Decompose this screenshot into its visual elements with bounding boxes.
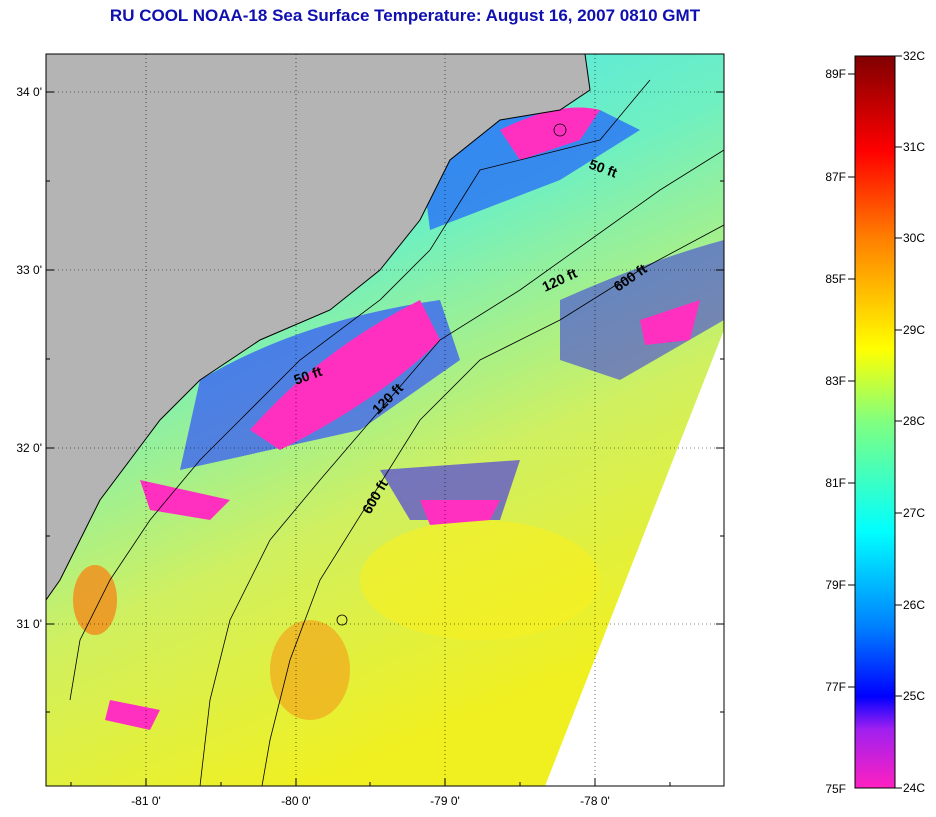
contour-120ft bbox=[199, 149, 724, 786]
colorbar-c-29: 29C bbox=[903, 323, 925, 337]
warm-patch bbox=[73, 565, 117, 635]
colorbar-f-85: 85F bbox=[825, 272, 846, 286]
colorbar-ticks bbox=[848, 55, 902, 789]
warm-patch bbox=[360, 520, 600, 640]
colorbar-c-24: 24C bbox=[903, 781, 925, 795]
colorbar-f-89: 89F bbox=[825, 67, 846, 81]
colorbar-c-30: 30C bbox=[903, 231, 925, 245]
colorbar-c-26: 26C bbox=[903, 598, 925, 612]
lat-label-34: 34 0' bbox=[16, 85, 42, 99]
colorbar-f-75: 75F bbox=[825, 782, 846, 796]
warm-patch bbox=[270, 620, 350, 720]
cold-patch bbox=[250, 300, 440, 450]
cold-patch bbox=[500, 107, 600, 160]
colorbar-f-81: 81F bbox=[825, 476, 846, 490]
cold-patch bbox=[420, 500, 500, 525]
lat-label-32: 32 0' bbox=[16, 441, 42, 455]
map-title: RU COOL NOAA-18 Sea Surface Temperature:… bbox=[109, 6, 701, 25]
colorbar-c-25: 25C bbox=[903, 689, 925, 703]
lon-label-79: -79 0' bbox=[430, 794, 460, 808]
colorbar-f-77: 77F bbox=[825, 680, 846, 694]
cool-band bbox=[560, 240, 724, 380]
colorbar-c-27: 27C bbox=[903, 506, 925, 520]
map-area: 50 ft 50 ft 120 ft 120 ft 600 ft 600 ft bbox=[46, 54, 724, 786]
colorbar bbox=[854, 55, 896, 789]
colorbar-c-28: 28C bbox=[903, 414, 925, 428]
contour-600ft bbox=[261, 224, 724, 786]
cold-patch bbox=[640, 300, 700, 345]
colorbar-f-83: 83F bbox=[825, 374, 846, 388]
colorbar-c-32: 32C bbox=[903, 49, 925, 63]
lat-label-31: 31 0' bbox=[16, 617, 42, 631]
lon-label-80: -80 0' bbox=[281, 794, 311, 808]
contour-50ft bbox=[69, 79, 651, 701]
colorbar-f-79: 79F bbox=[825, 578, 846, 592]
land bbox=[46, 54, 590, 600]
lon-label-78: -78 0' bbox=[580, 794, 610, 808]
map-frame bbox=[45, 53, 725, 787]
lon-label-81: -81 0' bbox=[131, 794, 161, 808]
lat-label-33: 33 0' bbox=[16, 263, 42, 277]
colorbar-f-87: 87F bbox=[825, 170, 846, 184]
cold-patch bbox=[140, 480, 230, 520]
colorbar-c-31: 31C bbox=[903, 140, 925, 154]
axis-ticks bbox=[46, 91, 724, 786]
